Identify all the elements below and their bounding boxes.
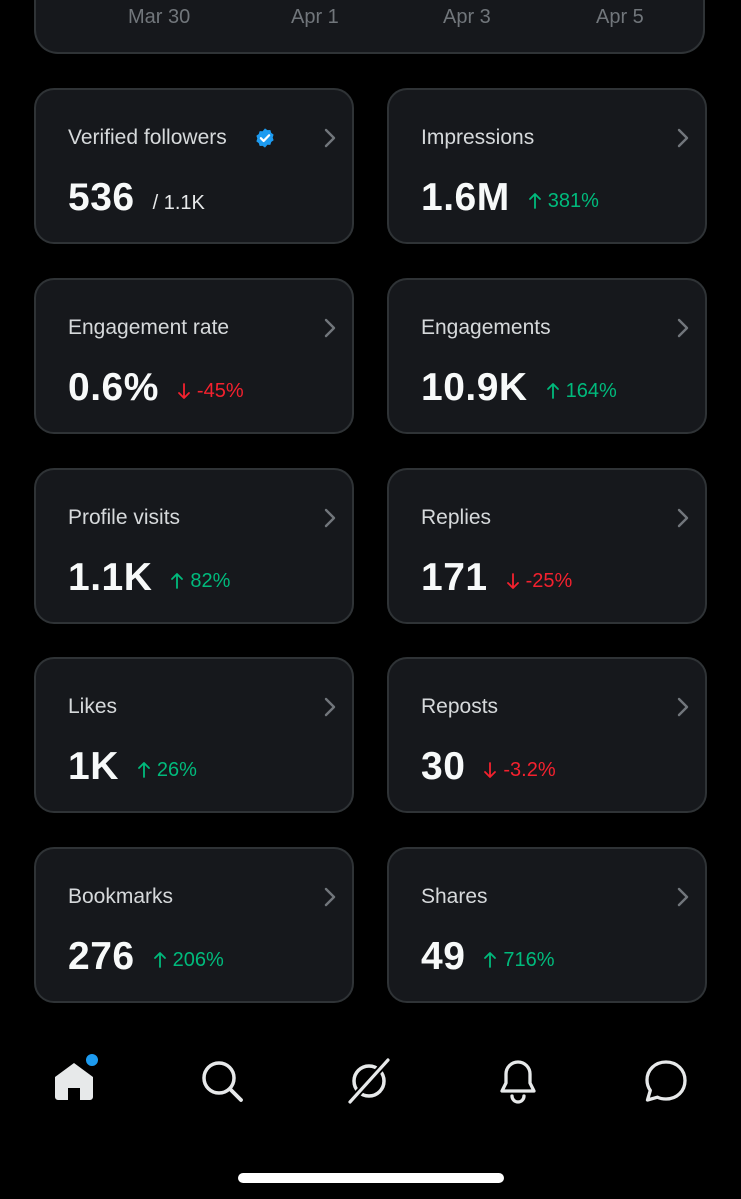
metric-value: 0.6% bbox=[68, 366, 159, 409]
metric-label: Reposts bbox=[421, 695, 499, 718]
arrow-up-icon bbox=[528, 193, 541, 209]
search-icon[interactable] bbox=[199, 1058, 245, 1104]
metric-delta-value: -45% bbox=[196, 379, 244, 402]
metric-card-shares[interactable]: Shares 49 716% bbox=[387, 847, 707, 1003]
verified-badge-icon bbox=[256, 128, 274, 148]
metric-value: 171 bbox=[421, 556, 488, 599]
metric-label: Engagements bbox=[421, 316, 551, 339]
metric-value-row: 30 -3.2% bbox=[421, 745, 556, 789]
arrow-up-icon bbox=[484, 952, 497, 968]
metric-delta: 164% bbox=[546, 380, 617, 403]
metric-value-row: 536 / 1.1K bbox=[68, 176, 205, 220]
home-icon[interactable] bbox=[51, 1058, 97, 1104]
metric-delta: 381% bbox=[528, 190, 599, 213]
chevron-right-icon bbox=[677, 887, 689, 907]
metric-label: Likes bbox=[68, 695, 118, 718]
notifications-icon[interactable] bbox=[495, 1058, 541, 1104]
metric-delta: 716% bbox=[483, 948, 555, 972]
chevron-right-icon bbox=[324, 697, 336, 717]
metric-card-replies[interactable]: Replies 171 -25% bbox=[387, 468, 707, 624]
metric-label: Verified followers bbox=[68, 126, 227, 149]
metric-value: 10.9K bbox=[421, 366, 528, 409]
metric-card-engagement-rate[interactable]: Engagement rate 0.6% -45% bbox=[34, 278, 354, 434]
chevron-right-icon bbox=[677, 128, 689, 148]
metric-card-likes[interactable]: Likes 1K 26% bbox=[34, 657, 354, 813]
chevron-right-icon bbox=[324, 887, 336, 907]
metric-delta-value: 206% bbox=[172, 948, 224, 971]
metric-value: 536 bbox=[68, 176, 135, 219]
chevron-right-icon bbox=[677, 697, 689, 717]
arrow-down-icon bbox=[178, 383, 190, 399]
metric-label: Shares bbox=[421, 885, 488, 908]
metric-delta: 26% bbox=[137, 759, 197, 782]
metric-value: 1.1K bbox=[68, 556, 153, 599]
metric-delta: -3.2% bbox=[483, 758, 556, 782]
metric-value: 1.6M bbox=[421, 176, 510, 219]
chevron-right-icon bbox=[324, 318, 336, 338]
arrow-down-icon bbox=[484, 762, 497, 778]
grok-icon[interactable] bbox=[346, 1058, 392, 1104]
messages-icon[interactable] bbox=[643, 1058, 689, 1104]
x-axis-label: Apr 3 bbox=[443, 6, 491, 28]
metric-card-verified-followers[interactable]: Verified followers 536 / 1.1K bbox=[34, 88, 354, 244]
metric-value-row: 1K 26% bbox=[68, 745, 197, 789]
metric-card-engagements[interactable]: Engagements 10.9K 164% bbox=[387, 278, 707, 434]
arrow-up-icon bbox=[546, 383, 559, 399]
metric-label: Profile visits bbox=[68, 506, 181, 529]
metric-delta: -25% bbox=[506, 569, 573, 593]
metric-delta: -45% bbox=[177, 380, 244, 403]
impressions-chart-card[interactable]: Mar 30 Apr 1 Apr 3 Apr 5 bbox=[34, 0, 705, 54]
chevron-right-icon bbox=[324, 508, 336, 528]
metric-delta: 206% bbox=[153, 949, 224, 972]
metric-delta-value: 26% bbox=[156, 758, 197, 781]
metric-label: Engagement rate bbox=[68, 316, 230, 339]
metric-card-impressions[interactable]: Impressions 1.6M 381% bbox=[387, 88, 707, 244]
metric-delta-value: 716% bbox=[503, 948, 555, 971]
home-indicator[interactable] bbox=[238, 1173, 504, 1183]
chevron-right-icon bbox=[324, 128, 336, 148]
metric-value-row: 276 206% bbox=[68, 935, 224, 979]
metric-card-reposts[interactable]: Reposts 30 -3.2% bbox=[387, 657, 707, 813]
metric-value: 1K bbox=[68, 745, 119, 788]
metric-label: Impressions bbox=[421, 126, 535, 149]
metric-value-row: 10.9K 164% bbox=[421, 366, 617, 410]
metric-value-row: 1.6M 381% bbox=[421, 176, 599, 220]
metric-delta-value: -3.2% bbox=[503, 758, 556, 781]
x-axis-label: Apr 5 bbox=[596, 6, 644, 28]
metric-total: / 1.1K bbox=[152, 191, 205, 214]
metric-delta-value: 381% bbox=[547, 189, 599, 212]
arrow-down-icon bbox=[506, 573, 519, 589]
metric-value-row: 0.6% -45% bbox=[68, 366, 244, 410]
metric-label: Bookmarks bbox=[68, 885, 174, 908]
arrow-up-icon bbox=[171, 573, 184, 589]
metric-delta-value: -25% bbox=[525, 569, 573, 592]
metric-value: 30 bbox=[421, 745, 466, 788]
metric-value: 276 bbox=[68, 935, 135, 978]
chevron-right-icon bbox=[677, 318, 689, 338]
metric-label: Replies bbox=[421, 506, 492, 529]
chevron-right-icon bbox=[677, 508, 689, 528]
metric-card-bookmarks[interactable]: Bookmarks 276 206% bbox=[34, 847, 354, 1003]
metric-card-profile-visits[interactable]: Profile visits 1.1K 82% bbox=[34, 468, 354, 624]
metric-value: 49 bbox=[421, 935, 466, 978]
metric-value-row: 49 716% bbox=[421, 935, 555, 979]
x-axis-label: Apr 1 bbox=[291, 6, 339, 28]
x-axis-label: Mar 30 bbox=[128, 6, 191, 28]
notification-dot bbox=[84, 1052, 100, 1068]
metric-delta: 82% bbox=[170, 570, 230, 593]
metric-delta-value: 164% bbox=[565, 379, 617, 402]
metric-value-row: 171 -25% bbox=[421, 556, 572, 600]
arrow-up-icon bbox=[137, 762, 150, 778]
metric-value-row: 1.1K 82% bbox=[68, 556, 230, 600]
metric-delta-value: 82% bbox=[190, 569, 231, 592]
arrow-up-icon bbox=[153, 952, 166, 968]
